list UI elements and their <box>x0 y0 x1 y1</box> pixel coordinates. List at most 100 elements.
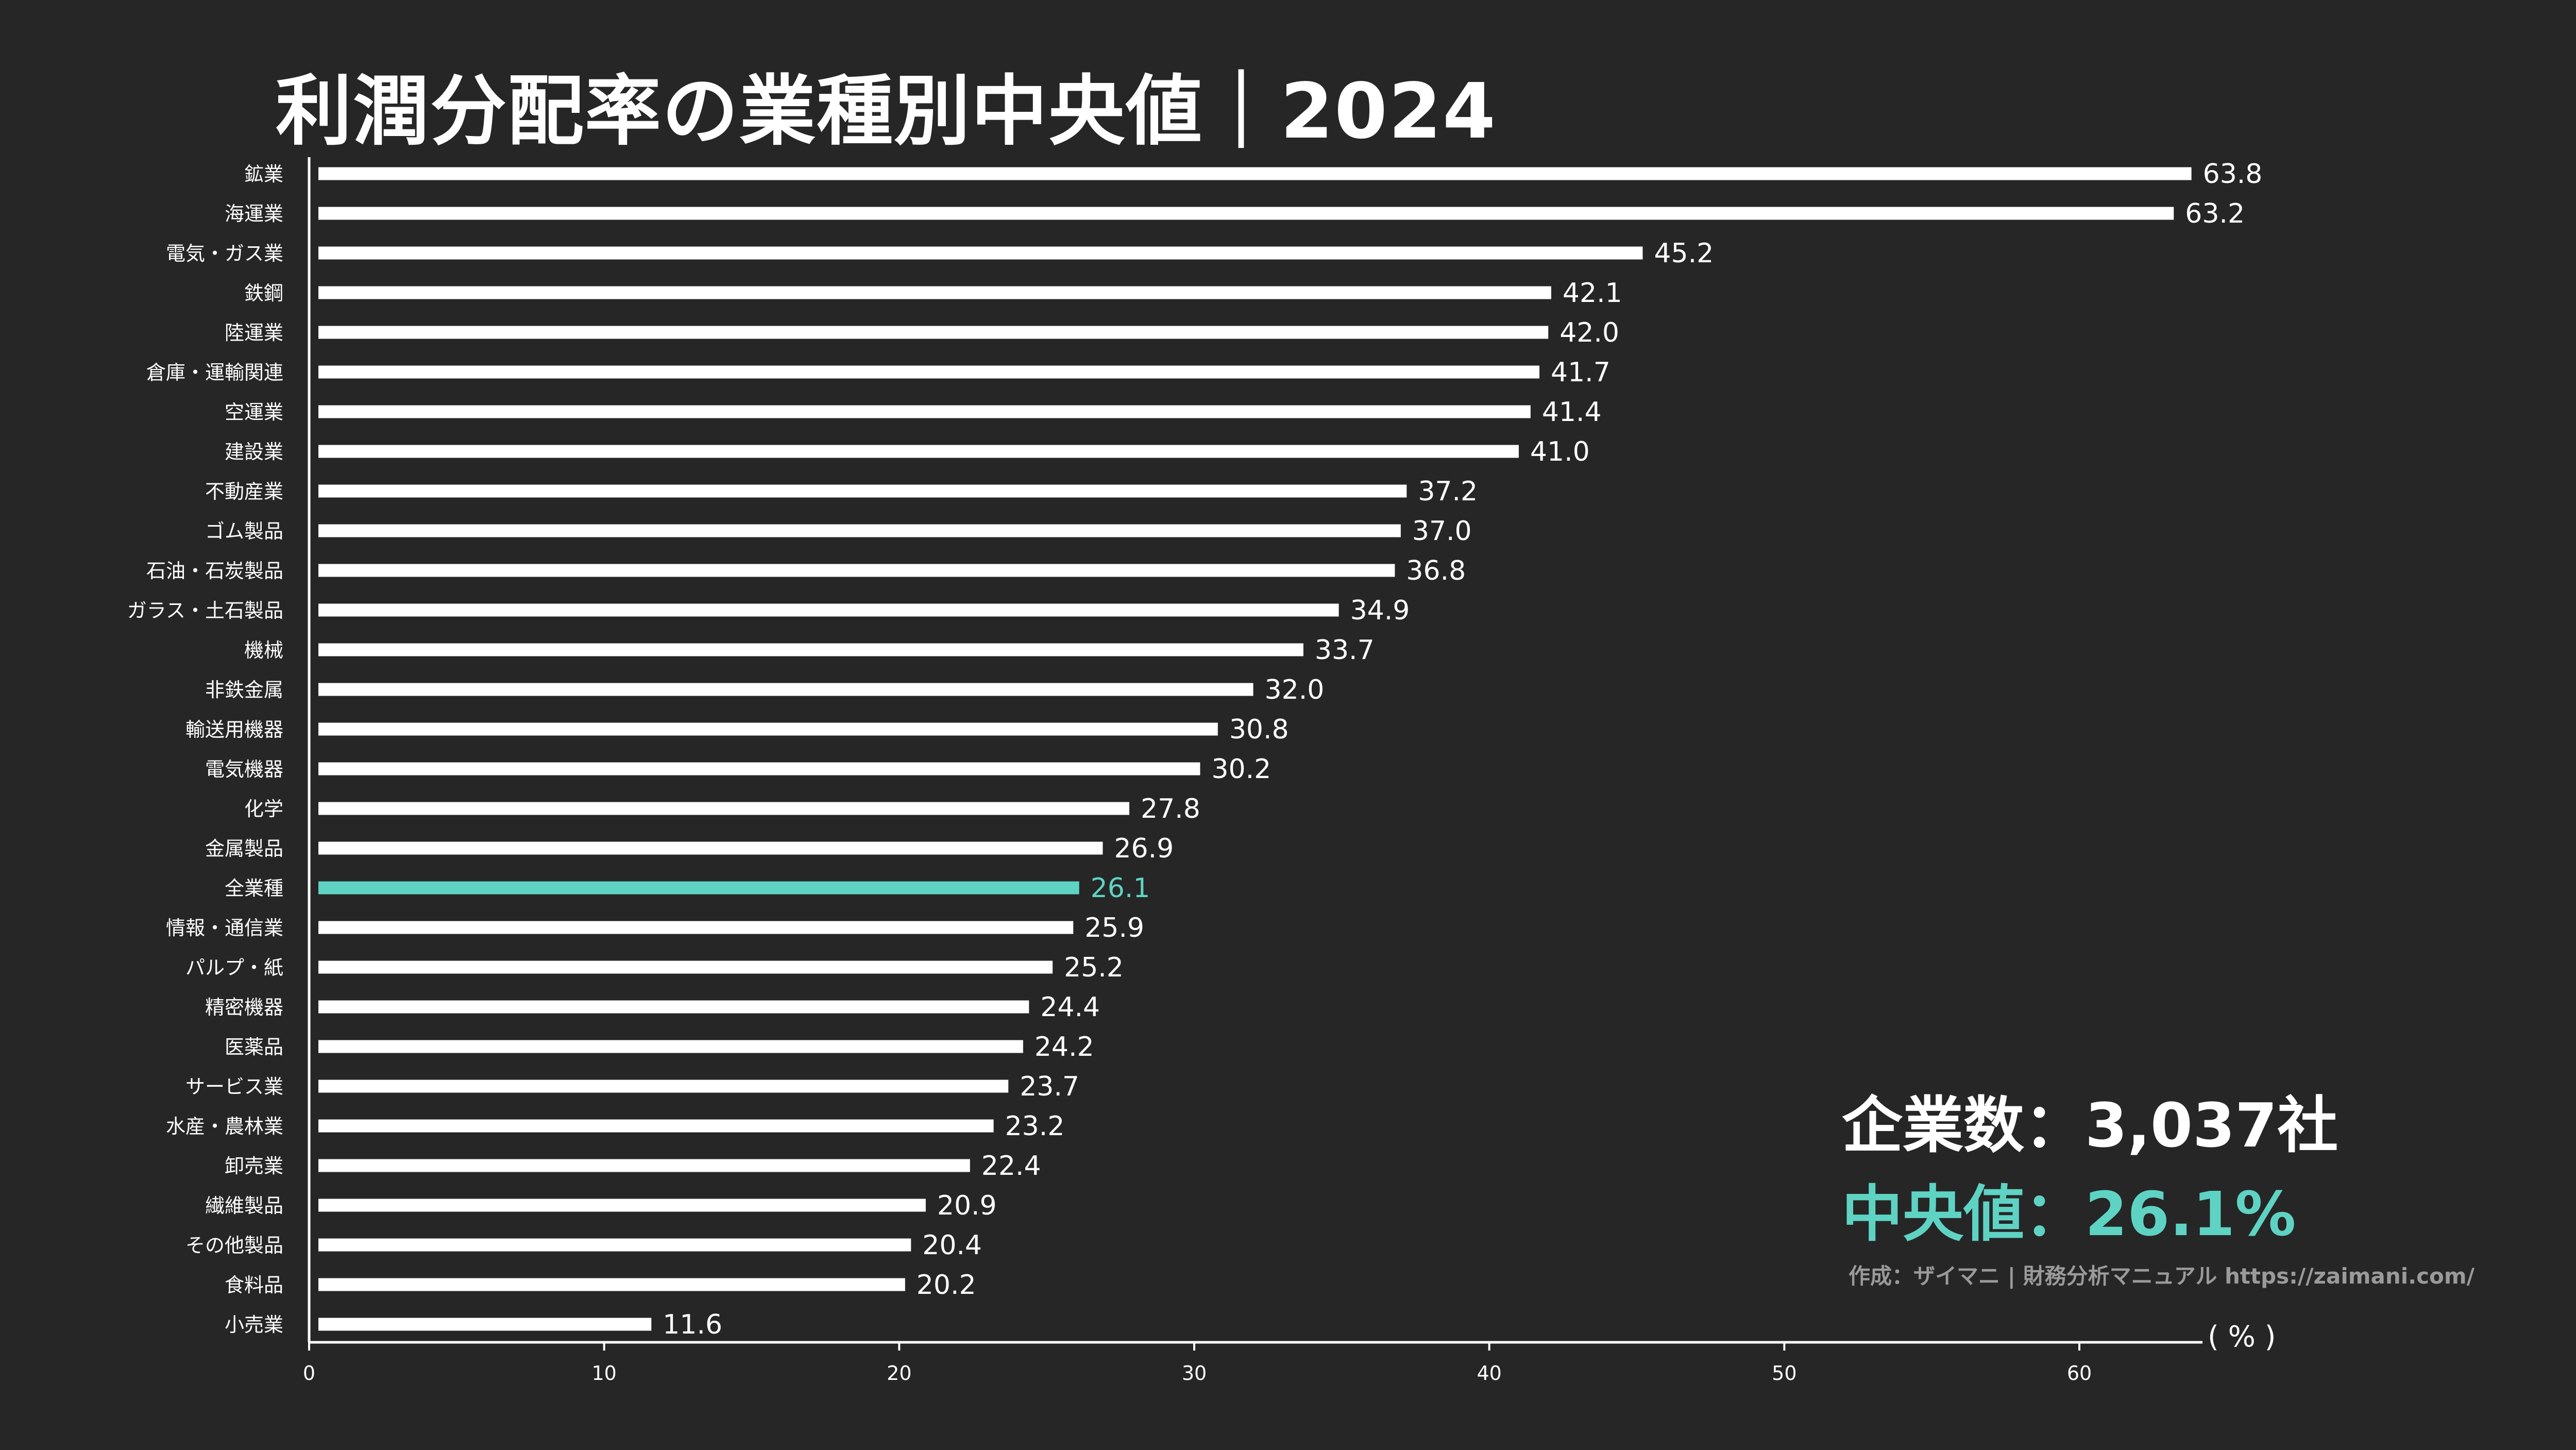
bar <box>318 643 1303 656</box>
category-label: 精密機器 <box>205 996 283 1019</box>
chart-title: 利潤分配率の業種別中央値｜2024 <box>276 67 1497 156</box>
category-label: 建設業 <box>225 441 283 463</box>
value-label: 23.7 <box>1020 1071 1079 1102</box>
value-labels: 63.8 63.2 45.2 42.1 42.0 41.7 41.4 41.0 37.2 37.0… <box>663 159 2262 1340</box>
chart-bars <box>318 167 2192 1331</box>
bar <box>318 1119 994 1133</box>
x-tick-label: 60 <box>2067 1362 2092 1385</box>
category-label: 機械 <box>244 639 283 662</box>
bar <box>318 762 1200 775</box>
x-tick-label: 0 <box>303 1362 315 1385</box>
category-label: 非鉄金属 <box>205 679 283 701</box>
value-label: 32.0 <box>1265 675 1325 705</box>
bar <box>318 1238 911 1252</box>
category-label: 情報・通信業 <box>166 917 283 939</box>
value-label: 20.9 <box>937 1190 997 1221</box>
category-label: 小売業 <box>225 1313 283 1336</box>
category-label: 輸送用機器 <box>185 718 283 741</box>
category-labels: 鉱業海運業電気・ガス業鉄鋼陸運業倉庫・運輸関連空運業建設業不動産業ゴム製品石油・… <box>127 163 283 1336</box>
bar <box>318 167 2192 180</box>
category-label: 化学 <box>244 798 283 820</box>
x-axis-unit-label: ( % ) <box>2208 1320 2276 1354</box>
chart-axes <box>308 157 2203 1344</box>
bar <box>318 1199 926 1212</box>
category-label: 水産・農林業 <box>166 1115 283 1138</box>
bar <box>318 1278 905 1291</box>
credit-text: 作成：ザイマニ | 財務分析マニュアル https://zaimani.com/ <box>1849 1263 2475 1289</box>
bar <box>318 246 1643 260</box>
category-label: 全業種 <box>225 877 283 900</box>
category-label: 鉄鋼 <box>244 282 283 305</box>
value-label: 42.0 <box>1560 317 1619 348</box>
category-label: 医薬品 <box>225 1036 283 1058</box>
category-label: 卸売業 <box>225 1155 283 1177</box>
category-label: 倉庫・運輸関連 <box>146 361 283 384</box>
bar <box>318 365 1540 379</box>
category-label: 金属製品 <box>205 837 283 860</box>
category-label: 不動産業 <box>205 480 283 503</box>
value-label: 30.8 <box>1229 714 1289 745</box>
value-label: 20.2 <box>917 1270 976 1301</box>
value-label: 27.8 <box>1141 794 1200 824</box>
x-tick-label: 10 <box>591 1362 616 1385</box>
value-label: 20.4 <box>922 1230 982 1261</box>
bar <box>318 484 1407 498</box>
bar <box>318 960 1053 974</box>
category-label: その他製品 <box>185 1234 283 1257</box>
value-label: 37.2 <box>1418 476 1478 507</box>
bar <box>318 445 1519 458</box>
x-tick-label: 50 <box>1772 1362 1797 1385</box>
x-tick-label: 20 <box>887 1362 911 1385</box>
value-label: 26.9 <box>1114 833 1174 864</box>
value-label: 33.7 <box>1315 635 1375 666</box>
median-value: 中央値：26.1% <box>1842 1178 2296 1250</box>
bar <box>318 564 1395 577</box>
value-label: 41.4 <box>1542 397 1602 428</box>
value-label: 24.2 <box>1035 1032 1094 1063</box>
x-tick-label: 40 <box>1477 1362 1501 1385</box>
value-label: 23.2 <box>1005 1111 1065 1142</box>
value-label: 25.2 <box>1064 952 1124 983</box>
value-label: 63.8 <box>2203 159 2263 190</box>
category-label: 空運業 <box>225 401 283 424</box>
bar <box>318 802 1130 815</box>
bar <box>318 524 1401 537</box>
value-label: 36.8 <box>1406 555 1466 586</box>
x-axis-ticks: 0 10 20 30 40 50 60 <box>303 1342 2092 1385</box>
category-label: 海運業 <box>225 203 283 225</box>
category-label: ガラス・土石製品 <box>127 599 283 622</box>
bar <box>318 207 2174 220</box>
category-label: ゴム製品 <box>205 520 283 543</box>
bar <box>318 881 1079 895</box>
category-label: パルプ・紙 <box>185 956 283 979</box>
bar <box>318 286 1551 299</box>
bar <box>318 1159 970 1172</box>
x-tick-label: 30 <box>1182 1362 1207 1385</box>
category-label: 繊維製品 <box>205 1194 283 1217</box>
value-label: 30.2 <box>1211 754 1271 785</box>
bar <box>318 326 1549 339</box>
category-label: 電気機器 <box>205 758 283 781</box>
value-label: 25.9 <box>1084 913 1144 943</box>
bar <box>318 841 1103 855</box>
bar <box>318 603 1339 617</box>
category-label: サービス業 <box>185 1075 283 1098</box>
value-label: 41.0 <box>1530 436 1590 467</box>
company-count: 企業数：3,037社 <box>1842 1090 2338 1161</box>
value-label: 22.4 <box>981 1151 1041 1182</box>
value-label: 26.1 <box>1091 873 1150 904</box>
value-label: 34.9 <box>1350 595 1410 626</box>
value-label: 45.2 <box>1654 238 1714 269</box>
bar <box>318 722 1218 736</box>
category-label: 食料品 <box>225 1274 283 1296</box>
value-label: 11.6 <box>663 1309 722 1340</box>
value-label: 37.0 <box>1412 516 1472 547</box>
category-label: 電気・ガス業 <box>166 242 283 265</box>
bar <box>318 1080 1009 1093</box>
category-label: 石油・石炭製品 <box>146 560 283 582</box>
value-label: 42.1 <box>1563 278 1622 309</box>
bar <box>318 921 1074 934</box>
value-label: 24.4 <box>1040 992 1100 1023</box>
bar <box>318 683 1253 696</box>
